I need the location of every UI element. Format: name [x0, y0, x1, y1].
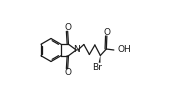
Text: OH: OH — [117, 46, 131, 54]
Text: Br: Br — [93, 63, 102, 72]
Text: O: O — [64, 23, 71, 32]
Polygon shape — [99, 56, 100, 63]
Text: O: O — [64, 68, 71, 77]
Text: N: N — [73, 46, 80, 54]
Text: O: O — [103, 28, 110, 37]
